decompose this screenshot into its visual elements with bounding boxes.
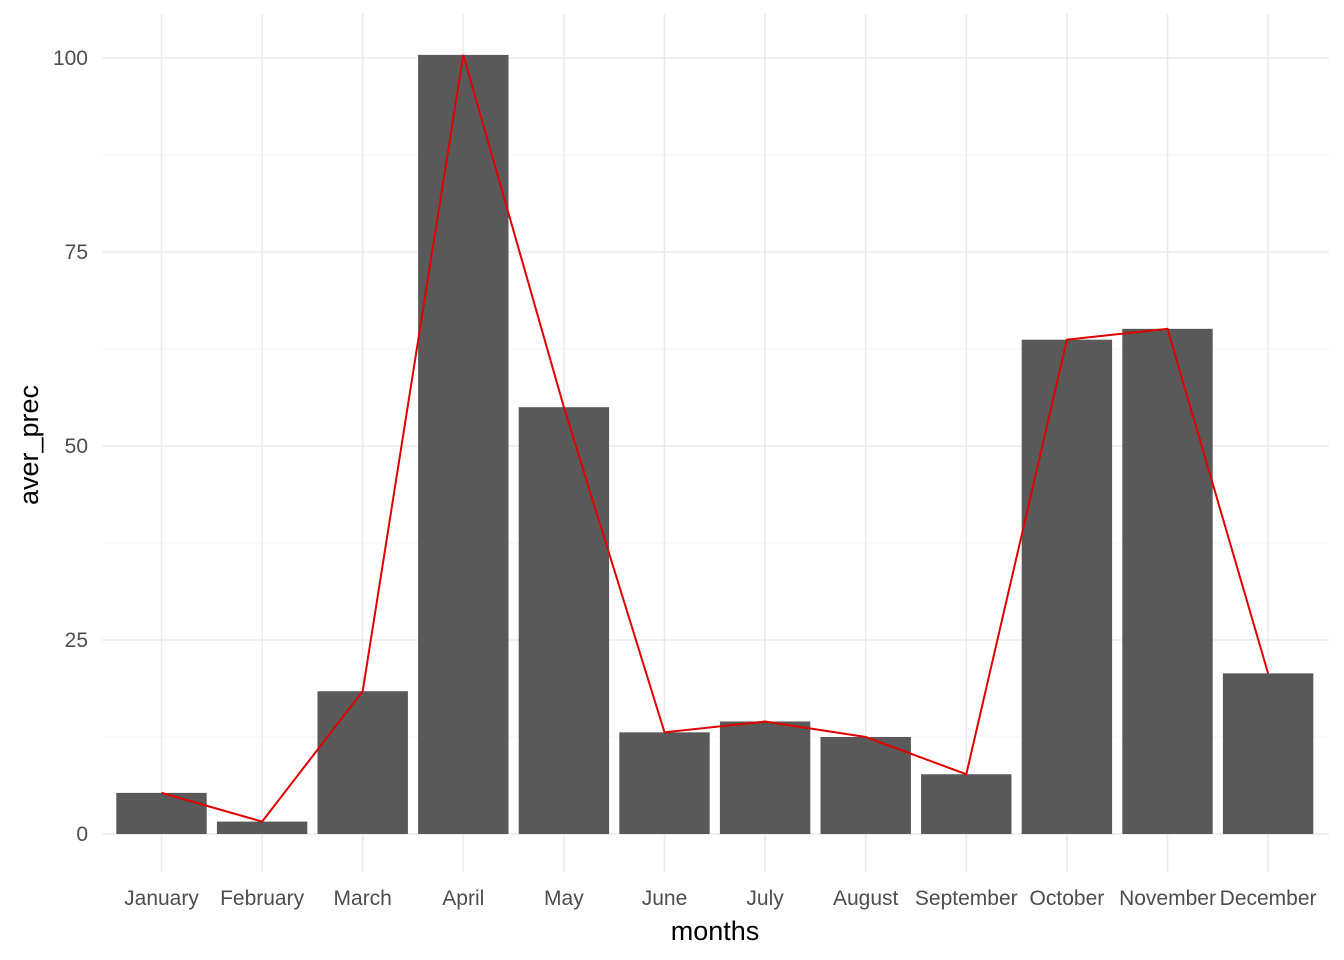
bar-march [317,691,408,834]
x-tick-label-february: February [220,887,305,910]
bar-september [921,774,1012,834]
bar-november [1122,328,1213,834]
x-tick-label-october: October [1030,887,1105,910]
x-tick-label-may: May [544,887,584,910]
bar-may [518,407,610,834]
x-tick-label-june: June [642,887,688,910]
y-tick-label: 25 [65,629,88,652]
x-tick-label-january: January [124,887,199,910]
bars [116,54,1314,835]
y-tick-label: 100 [53,47,88,70]
x-tick-label-december: December [1220,887,1317,910]
y-axis-title: aver_prec [14,385,44,505]
bar-june [619,732,710,834]
y-tick-label: 50 [65,435,88,458]
x-tick-label-march: March [334,887,392,910]
x-tick-label-july: July [746,887,784,910]
trend-line-path [161,54,1270,823]
x-tick-label-november: November [1119,887,1216,910]
y-tick-label: 0 [76,823,88,846]
bar-february [216,821,308,834]
bar-december [1222,673,1314,834]
x-axis-ticks: January February March April May June July Augu… [124,887,1316,910]
bar-july [719,721,811,834]
trend-line [161,54,1270,823]
x-tick-label-september: September [915,887,1018,910]
y-tick-label: 75 [65,241,88,264]
bar-august [820,737,911,834]
bar-january [116,792,207,834]
bar-october [1021,339,1113,834]
y-axis-ticks: 0 25 50 75 100 [53,47,88,846]
x-tick-label-august: August [833,887,899,910]
x-axis-title: months [671,916,760,946]
x-tick-label-april: April [442,887,484,910]
bar-april [418,54,509,835]
